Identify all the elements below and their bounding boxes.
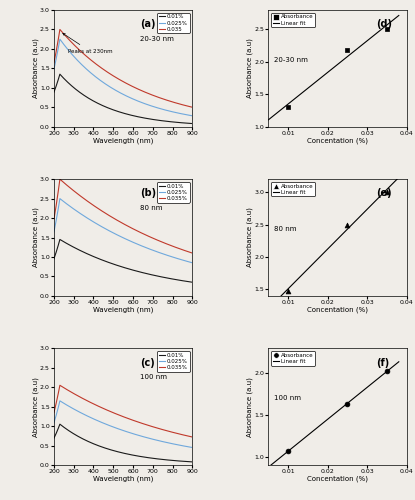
Text: Peaks at 230nm: Peaks at 230nm xyxy=(63,34,112,54)
Legend: Absorbance, Linear fit: Absorbance, Linear fit xyxy=(271,182,315,196)
Legend: Absorbance, Linear fit: Absorbance, Linear fit xyxy=(271,351,315,366)
Text: (d): (d) xyxy=(376,20,392,30)
Text: 20-30 nm: 20-30 nm xyxy=(274,56,308,62)
Legend: Absorbance, Linear fit: Absorbance, Linear fit xyxy=(271,13,315,27)
Y-axis label: Absorbance (a.u): Absorbance (a.u) xyxy=(247,38,253,98)
Text: (e): (e) xyxy=(376,188,392,198)
Text: (f): (f) xyxy=(376,358,390,368)
Point xyxy=(383,367,390,375)
X-axis label: Concentation (%): Concentation (%) xyxy=(307,476,368,482)
X-axis label: Concentation (%): Concentation (%) xyxy=(307,306,368,313)
Text: (b): (b) xyxy=(140,188,156,198)
Text: (a): (a) xyxy=(140,20,155,30)
Y-axis label: Absorbance (a.u): Absorbance (a.u) xyxy=(32,38,39,98)
Text: 100 nm: 100 nm xyxy=(274,395,301,401)
Text: 80 nm: 80 nm xyxy=(274,226,296,232)
Text: 20-30 nm: 20-30 nm xyxy=(140,36,173,42)
X-axis label: Wavelength (nm): Wavelength (nm) xyxy=(93,306,153,313)
Legend: 0.01%, 0.025%, 0.035: 0.01%, 0.025%, 0.035 xyxy=(157,13,190,34)
Point xyxy=(344,220,351,228)
Text: 80 nm: 80 nm xyxy=(140,205,162,211)
Point xyxy=(383,25,390,33)
Y-axis label: Absorbance (a.u): Absorbance (a.u) xyxy=(247,208,253,268)
X-axis label: Concentation (%): Concentation (%) xyxy=(307,137,368,143)
Point xyxy=(285,286,291,294)
Y-axis label: Absorbance (a.u): Absorbance (a.u) xyxy=(247,376,253,436)
Y-axis label: Absorbance (a.u): Absorbance (a.u) xyxy=(32,376,39,436)
X-axis label: Wavelength (nm): Wavelength (nm) xyxy=(93,476,153,482)
Point xyxy=(344,46,351,54)
Point xyxy=(285,447,291,455)
Y-axis label: Absorbance (a.u): Absorbance (a.u) xyxy=(32,208,39,268)
Point xyxy=(383,188,390,196)
X-axis label: Wavelength (nm): Wavelength (nm) xyxy=(93,137,153,143)
Text: (c): (c) xyxy=(140,358,154,368)
Text: 100 nm: 100 nm xyxy=(140,374,167,380)
Legend: 0.01%, 0.025%, 0.035%: 0.01%, 0.025%, 0.035% xyxy=(157,182,190,203)
Point xyxy=(285,102,291,110)
Point xyxy=(344,400,351,408)
Legend: 0.01%, 0.025%, 0.035%: 0.01%, 0.025%, 0.035% xyxy=(157,351,190,372)
